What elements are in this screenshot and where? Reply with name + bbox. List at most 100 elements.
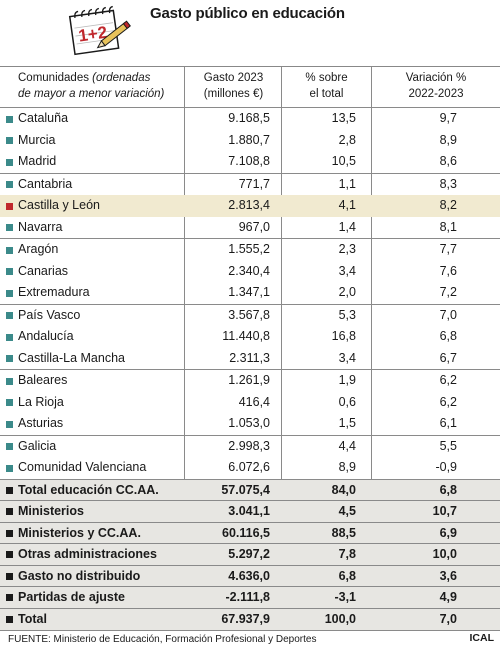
page-title: Gasto público en educación bbox=[150, 5, 345, 22]
header-var-2: 2022-2023 bbox=[408, 88, 464, 100]
row-name: Baleares bbox=[18, 373, 68, 387]
header-pct-2: el total bbox=[309, 88, 344, 100]
row-variacion: 8,2 bbox=[439, 198, 457, 212]
row-variacion: 5,5 bbox=[439, 438, 457, 453]
row-pct: 1,4 bbox=[338, 219, 356, 234]
row-gasto: 967,0 bbox=[238, 219, 270, 234]
table-row: Andalucía 11.440,8 16,8 6,8 bbox=[0, 326, 500, 348]
row-variacion: 10,7 bbox=[432, 504, 457, 518]
row-pct: 5,3 bbox=[338, 307, 356, 322]
row-marker-icon bbox=[6, 333, 13, 341]
table-row: Cantabria 771,7 1,1 8,3 bbox=[0, 174, 500, 196]
row-name: Castilla-La Mancha bbox=[18, 350, 125, 365]
row-gasto: -2.111,8 bbox=[225, 590, 271, 604]
row-marker-icon bbox=[6, 464, 13, 472]
row-gasto: 416,4 bbox=[238, 394, 270, 409]
row-marker-icon bbox=[6, 115, 13, 123]
header-comunidades: Comunidades bbox=[18, 72, 89, 84]
header-comunidades-note: (ordenadas bbox=[92, 72, 151, 84]
row-variacion: 6,2 bbox=[439, 373, 457, 387]
column-header-pct: % sobre el total bbox=[282, 70, 371, 110]
table-row: Navarra 967,0 1,4 8,1 bbox=[0, 217, 500, 239]
row-name: Total bbox=[18, 611, 47, 626]
row-marker-icon bbox=[6, 572, 13, 580]
row-variacion: 6,9 bbox=[439, 525, 457, 540]
row-gasto: 11.440,8 bbox=[222, 329, 270, 343]
row-gasto: 2.340,4 bbox=[228, 263, 270, 278]
row-separator bbox=[0, 369, 500, 370]
row-marker-icon bbox=[6, 289, 13, 297]
table-body: Cataluña 9.168,5 13,5 9,7 Murcia 1.880,7 2,8 8,… bbox=[0, 107, 500, 631]
summary-row: Partidas de ajuste -2.111,8 -3,1 4,9 bbox=[0, 587, 500, 608]
row-gasto: 3.567,8 bbox=[228, 307, 270, 322]
header-var-1: Variación % bbox=[405, 72, 467, 84]
table-row: Castilla-La Mancha 2.311,3 3,4 6,7 bbox=[0, 348, 500, 370]
column-divider bbox=[371, 67, 372, 629]
row-pct: -3,1 bbox=[334, 590, 356, 604]
row-name: Total educación CC.AA. bbox=[18, 482, 159, 497]
column-divider bbox=[184, 67, 185, 629]
row-marker-icon bbox=[6, 594, 13, 601]
row-variacion: -0,9 bbox=[435, 460, 457, 474]
row-variacion: 6,1 bbox=[439, 416, 457, 430]
data-table: Comunidades (ordenadas de mayor a menor … bbox=[0, 66, 500, 631]
row-gasto: 67.937,9 bbox=[221, 611, 270, 626]
header-gasto-2: (millones €) bbox=[203, 88, 264, 100]
row-gasto: 1.261,9 bbox=[228, 373, 270, 387]
row-variacion: 4,9 bbox=[439, 590, 457, 604]
row-name: Cantabria bbox=[18, 176, 73, 191]
row-name: Castilla y León bbox=[18, 198, 100, 212]
row-marker-icon bbox=[6, 202, 13, 210]
summary-row: Castilla y León 2.813,4 4,1 8,2 bbox=[0, 195, 500, 217]
row-variacion: 9,7 bbox=[439, 111, 457, 125]
row-marker-icon bbox=[6, 615, 13, 623]
row-gasto: 1.347,1 bbox=[228, 285, 270, 299]
row-pct: 1,5 bbox=[338, 416, 356, 430]
row-variacion: 6,7 bbox=[439, 350, 457, 365]
row-name: Ministerios bbox=[18, 504, 84, 518]
row-variacion: 8,9 bbox=[439, 132, 457, 147]
row-gasto: 7.108,8 bbox=[228, 154, 270, 168]
row-marker-icon bbox=[6, 486, 13, 494]
row-gasto: 2.813,4 bbox=[228, 198, 270, 212]
row-name: Galicia bbox=[18, 438, 57, 453]
row-separator bbox=[0, 172, 500, 174]
row-variacion: 8,1 bbox=[439, 219, 457, 234]
row-separator bbox=[0, 238, 500, 239]
table-row: Extremadura 1.347,1 2,0 7,2 bbox=[0, 282, 500, 304]
summary-row: Ministerios y CC.AA. 60.116,5 88,5 6,9 bbox=[0, 522, 500, 543]
brand-label: ICAL bbox=[469, 632, 495, 644]
row-name: Partidas de ajuste bbox=[18, 590, 125, 604]
row-name: País Vasco bbox=[18, 307, 81, 322]
row-pct: 6,8 bbox=[338, 568, 356, 583]
column-header-variacion: Variación % 2022-2023 bbox=[372, 70, 500, 110]
row-variacion: 7,2 bbox=[439, 285, 457, 299]
row-variacion: 7,0 bbox=[439, 307, 457, 322]
summary-row: Total 67.937,9 100,0 7,0 bbox=[0, 608, 500, 630]
row-name: Extremadura bbox=[18, 285, 90, 299]
row-pct: 4,1 bbox=[338, 198, 356, 212]
table-row: Canarias 2.340,4 3,4 7,6 bbox=[0, 261, 500, 283]
row-separator bbox=[0, 543, 500, 544]
row-variacion: 7,6 bbox=[439, 263, 457, 278]
row-variacion: 10,0 bbox=[432, 547, 457, 561]
row-name: Comunidad Valenciana bbox=[18, 460, 147, 474]
row-gasto: 1.880,7 bbox=[228, 132, 270, 147]
row-pct: 16,8 bbox=[331, 329, 356, 343]
row-marker-icon bbox=[6, 377, 13, 385]
summary-row: Gasto no distribuido 4.636,0 6,8 3,6 bbox=[0, 565, 500, 586]
logo-text: 1+2 bbox=[77, 23, 108, 46]
row-name: La Rioja bbox=[18, 394, 64, 409]
row-pct: 88,5 bbox=[331, 525, 356, 540]
row-separator bbox=[0, 434, 500, 436]
summary-row: Otras administraciones 5.297,2 7,8 10,0 bbox=[0, 544, 500, 565]
row-marker-icon bbox=[6, 137, 13, 144]
row-gasto: 2.998,3 bbox=[228, 438, 270, 453]
table-row: Baleares 1.261,9 1,9 6,2 bbox=[0, 370, 500, 392]
row-marker-icon bbox=[6, 399, 13, 406]
row-variacion: 7,0 bbox=[439, 611, 457, 626]
row-variacion: 8,3 bbox=[439, 176, 457, 191]
table-row: Madrid 7.108,8 10,5 8,6 bbox=[0, 151, 500, 173]
row-pct: 3,4 bbox=[338, 263, 356, 278]
row-name: Cataluña bbox=[18, 111, 69, 125]
